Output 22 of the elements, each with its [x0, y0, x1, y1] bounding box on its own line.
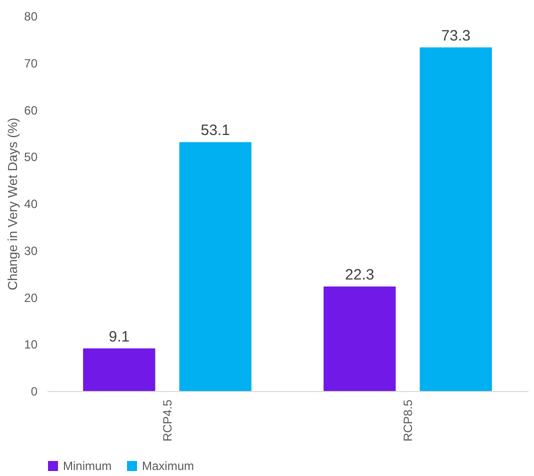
y-tick-label: 80 [24, 10, 38, 24]
data-label: 9.1 [108, 328, 130, 346]
x-tick-label: RCP8.5 [400, 399, 415, 442]
y-tick-label: 30 [24, 244, 38, 258]
data-label: 73.3 [441, 27, 470, 44]
x-tick-label: RCP4.5 [160, 399, 174, 442]
data-label: 22.3 [345, 266, 374, 284]
legend-label: Minimum [63, 459, 112, 473]
y-axis-title: Change in Very Wet Days (%) [5, 118, 20, 290]
y-tick-label: 50 [24, 150, 38, 164]
bar [83, 348, 156, 391]
y-tick-label: 60 [24, 103, 38, 118]
y-tick-label: 40 [24, 197, 38, 211]
data-label: 53.1 [200, 122, 230, 140]
y-tick-label: 70 [24, 56, 38, 70]
bar [324, 286, 396, 391]
y-tick-label: 20 [24, 290, 38, 305]
y-tick-label: 0 [30, 384, 38, 398]
legend-label: Maximum [142, 459, 194, 473]
y-tick-label: 10 [24, 338, 38, 352]
bar [179, 142, 252, 391]
bar [420, 47, 492, 391]
